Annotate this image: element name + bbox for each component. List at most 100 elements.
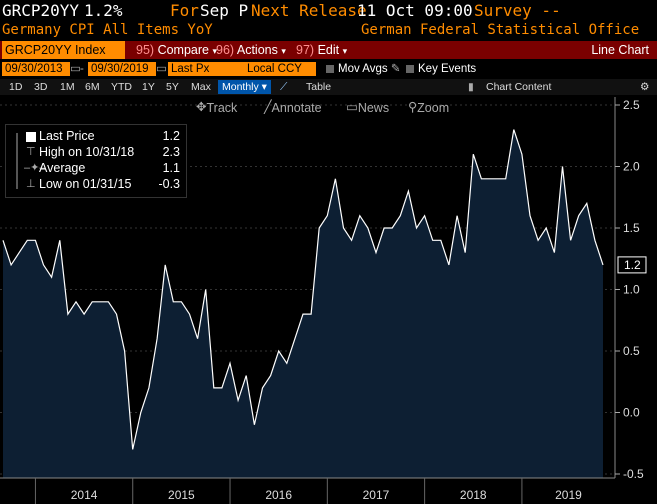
period-label: Sep P	[200, 1, 249, 20]
compare-caret-icon: ▾	[212, 46, 217, 56]
news-label: News	[357, 101, 390, 115]
y-axis: -0.5 0.0 0.5 1.0 1.5 2.0 2.5	[614, 97, 644, 481]
y-tick-label: 0.0	[623, 406, 640, 420]
legend-high-value: 2.3	[162, 145, 180, 159]
annotate-tool[interactable]: ╱ Annotate	[264, 100, 322, 115]
zoom-tool[interactable]: ⚲ Zoom	[408, 100, 450, 115]
period-6m[interactable]: 6M	[85, 81, 100, 93]
end-date-input[interactable]: 09/30/2019	[88, 62, 156, 76]
gear-icon[interactable]: ⚙	[640, 81, 650, 93]
legend-bracket	[16, 133, 18, 189]
zoom-label: Zoom	[417, 101, 450, 115]
legend-last-label: Last Price	[39, 129, 95, 143]
actions-num: 96)	[216, 43, 235, 57]
y-tick-label: 1.0	[623, 283, 640, 297]
chart-content-button[interactable]: Chart Content	[486, 81, 552, 93]
period-row: 1D 3D 1M 6M YTD 1Y 5Y Max Monthly ▾ ⟋ Ta…	[0, 79, 657, 95]
date-row: 09/30/2013 ▭ - 09/30/2019 ▭ Last Px Loca…	[0, 61, 657, 77]
edit-button[interactable]: 97) Edit ▾	[296, 41, 347, 59]
compare-num: 95)	[136, 43, 155, 57]
legend-average-label: Average	[39, 161, 86, 175]
survey-label: Survey --	[474, 1, 561, 20]
currency-select[interactable]: Local CCY	[244, 62, 316, 76]
actions-button[interactable]: 96) Actions ▾	[216, 41, 286, 59]
legend: Last Price 1.2 ⊤ High on 10/31/18 2.3 –✦…	[5, 124, 187, 198]
last-value-box	[617, 256, 647, 274]
period-1y[interactable]: 1Y	[142, 81, 155, 93]
last-value-tag: 1.2	[617, 256, 647, 274]
news-tool[interactable]: ▭ News	[346, 100, 390, 115]
edit-caret-icon: ▾	[342, 46, 348, 56]
y-tick-label: 0.5	[623, 344, 640, 358]
ticker: GRCP20YY	[2, 1, 80, 20]
legend-last: Last Price 1.2	[6, 129, 186, 145]
legend-average: –✦– Average 1.1	[6, 161, 186, 177]
period-1m[interactable]: 1M	[60, 81, 75, 93]
header-subbar: Germany CPI All Items YoY German Federal…	[0, 22, 657, 39]
period-1d[interactable]: 1D	[9, 81, 23, 93]
chart-content-icon[interactable]: ▮	[468, 81, 474, 93]
start-date-input[interactable]: 09/30/2013	[2, 62, 70, 76]
period-5y[interactable]: 5Y	[166, 81, 179, 93]
x-tick-label: 2019	[555, 488, 582, 502]
low-marker-icon: ⊥	[26, 178, 36, 190]
mov-avgs-checkbox[interactable]	[326, 64, 334, 73]
x-tick-label: 2018	[460, 488, 487, 502]
source: German Federal Statistical Office	[361, 22, 640, 38]
period-max[interactable]: Max	[191, 81, 211, 93]
chart-tools: ✥ Track ╱ Annotate ▭ News ⚲ Zoom	[0, 97, 620, 115]
legend-low-value: -0.3	[158, 177, 180, 191]
line-chart-icon[interactable]: ⟋	[280, 81, 288, 93]
x-tick-label: 2016	[265, 488, 292, 502]
key-events-checkbox[interactable]	[406, 64, 414, 73]
actions-label: Actions	[236, 43, 278, 57]
series-name: Germany CPI All Items YoY	[2, 22, 213, 38]
period-ytd[interactable]: YTD	[111, 81, 132, 93]
line-chart: -0.50.00.51.01.52.02.5 2014 2015 2016 2017 2…	[0, 97, 647, 504]
track-tool[interactable]: ✥ Track	[196, 100, 238, 115]
legend-high-label: High on 10/31/18	[39, 145, 135, 159]
track-label: Track	[206, 101, 238, 115]
security-field[interactable]: GRCP20YY Index	[2, 41, 125, 59]
calendar-icon[interactable]: ▭	[156, 63, 167, 75]
last-value: 1.2%	[84, 1, 123, 20]
key-events-toggle[interactable]: Key Events	[406, 61, 476, 77]
y-tick-label: -0.5	[623, 467, 644, 481]
series-line	[2, 129, 604, 450]
average-marker-icon: –✦–	[24, 162, 46, 174]
series-swatch-icon	[26, 132, 36, 142]
legend-average-value: 1.1	[162, 161, 180, 175]
edit-num: 97)	[296, 43, 315, 57]
legend-low: ⊥ Low on 01/31/15 -0.3	[6, 177, 186, 193]
legend-last-value: 1.2	[162, 129, 180, 143]
mov-avgs-toggle[interactable]: Mov Avgs ✎	[326, 61, 401, 77]
legend-high: ⊤ High on 10/31/18 2.3	[6, 145, 186, 161]
series-area	[3, 129, 603, 478]
annotate-label: Annotate	[271, 101, 322, 115]
chart-type[interactable]: Line Chart	[591, 43, 649, 57]
frequency-label: Monthly	[222, 81, 259, 93]
x-tick-label: 2014	[71, 488, 98, 502]
y-tick-label: 2.0	[623, 160, 640, 174]
next-release-label: Next Release	[251, 1, 367, 20]
pencil-icon[interactable]: ✎	[390, 63, 401, 75]
y-tick-label: 1.5	[623, 221, 640, 235]
key-events-label: Key Events	[418, 63, 477, 75]
date-separator: -	[80, 63, 84, 75]
edit-label: Edit	[317, 43, 340, 57]
last-value-text: 1.2	[624, 258, 641, 272]
compare-button[interactable]: 95) Compare ▾	[136, 41, 217, 59]
header-bar: GRCP20YY 1.2% For Sep P Next Release 11 …	[0, 0, 657, 22]
period-3d[interactable]: 3D	[34, 81, 48, 93]
table-button[interactable]: Table	[306, 81, 332, 93]
field-select[interactable]: Last Px	[168, 62, 244, 76]
frequency-select[interactable]: Monthly ▾	[218, 80, 271, 94]
actions-caret-icon: ▾	[281, 46, 286, 56]
mov-avgs-label: Mov Avgs	[338, 63, 388, 75]
next-release-date: 11 Oct 09:00	[357, 1, 473, 20]
x-axis: 2014 2015 2016 2017 2018 2019	[0, 477, 615, 504]
for-label: For	[170, 1, 199, 20]
calendar-icon[interactable]: ▭	[70, 63, 81, 75]
high-marker-icon: ⊤	[26, 146, 36, 158]
toolbar: GRCP20YY Index 95) Compare ▾ 96) Actions…	[0, 41, 657, 59]
